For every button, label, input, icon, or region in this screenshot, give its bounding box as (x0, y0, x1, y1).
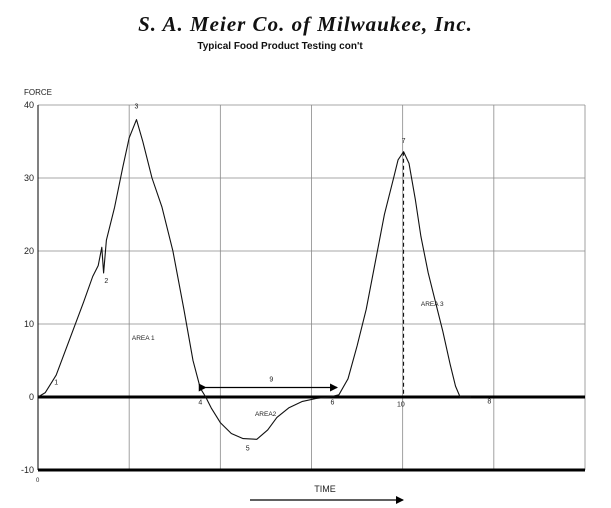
grid-lines (37, 104, 586, 470)
point-label: 10 (397, 401, 405, 408)
y-axis-label: FORCE (24, 88, 52, 97)
point-label: 4 (198, 399, 202, 406)
point-label: 1 (54, 380, 58, 387)
series-layer (37, 119, 471, 440)
area-label: AREA2 (255, 411, 277, 418)
point-label: 3 (135, 104, 139, 111)
y-tick-label: 20 (24, 246, 34, 256)
axes (37, 105, 585, 472)
x-axis-label: TIME (314, 484, 336, 494)
y-tick-labels: 40 30 20 10 0 -10 (21, 100, 34, 475)
y-tick-label: 0 (29, 392, 34, 402)
y-tick-label: 40 (24, 100, 34, 110)
force-curve (37, 119, 471, 440)
point-label: 6 (331, 399, 335, 406)
y-tick-label: 10 (24, 319, 34, 329)
area-label: AREA 1 (132, 335, 155, 342)
area-label: AREA 3 (421, 301, 444, 308)
page-subtitle: Typical Food Product Testing con't (197, 41, 363, 52)
span-arrow-label: 9 (269, 377, 273, 384)
point-label: 5 (246, 445, 250, 452)
point-label: 7 (402, 138, 406, 145)
y-tick-label: -10 (21, 465, 34, 475)
x-origin-label: 0 (36, 478, 40, 484)
y-tick-label: 30 (24, 173, 34, 183)
company-name: S. A. Meier Co. of Milwaukee, Inc. (138, 12, 473, 36)
point-label: 8 (487, 399, 491, 406)
annotations: 9 1 2 3 4 5 6 7 10 8 AREA 1 AREA2 AREA 3 (54, 104, 491, 453)
point-label: 2 (104, 278, 108, 285)
